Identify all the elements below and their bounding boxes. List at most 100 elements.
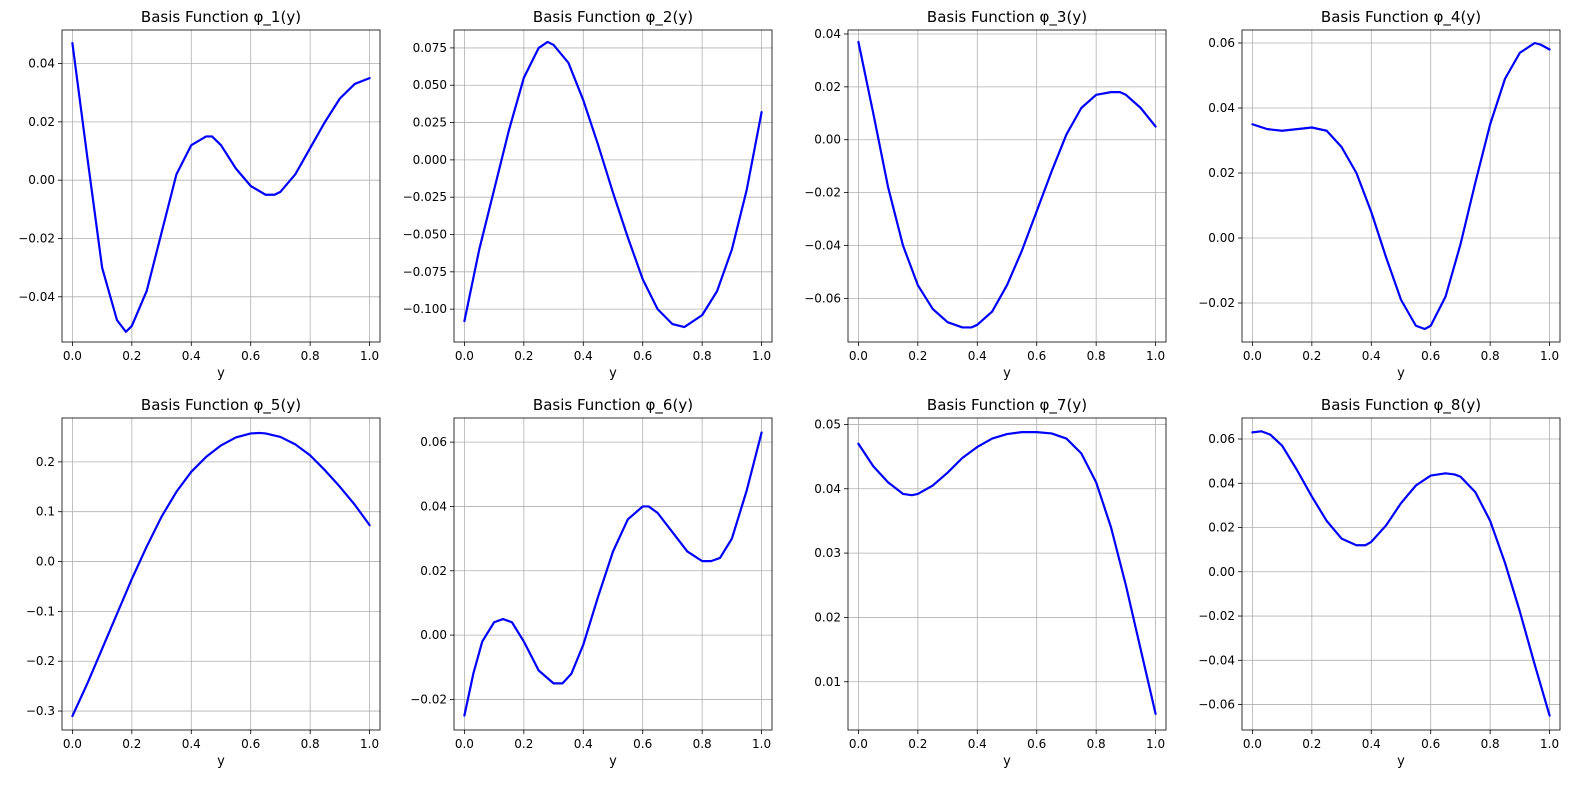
x-tick-label: 0.2 — [908, 349, 927, 363]
series-line — [463, 40, 763, 329]
series-line — [857, 431, 1157, 716]
x-tick-label: 1.0 — [360, 737, 379, 751]
chart-title: Basis Function φ_5(y) — [141, 396, 301, 415]
series-line — [857, 40, 1157, 329]
x-tick-label: 0.2 — [514, 737, 533, 751]
y-tick-label: 0.04 — [814, 482, 841, 496]
x-axis-label: y — [1397, 754, 1405, 769]
x-tick-label: 0.8 — [301, 737, 320, 751]
y-tick-label: 0.04 — [1208, 476, 1235, 490]
x-tick-label: 0.4 — [968, 349, 987, 363]
chart-title: Basis Function φ_6(y) — [533, 396, 693, 415]
plot-frame — [61, 29, 381, 343]
subplot-7: 0.0 0.2 0.4 0.6 0.8 1.0 0.01 0.02 0.03 0.04 0.05 Ba… — [814, 396, 1167, 769]
subplot-3: 0.0 0.2 0.4 0.6 0.8 1.0 −0.06 −0.04 −0.02 0.00 0.0… — [804, 8, 1167, 381]
plot-frame — [61, 417, 381, 731]
y-tick-label: 0.00 — [1208, 231, 1235, 245]
x-tick-label: 1.0 — [752, 349, 771, 363]
x-tick-label: 0.2 — [122, 737, 141, 751]
subplot-4: 0.0 0.2 0.4 0.6 0.8 1.0 −0.02 0.00 0.02 0.04 0.06 B… — [1198, 8, 1561, 381]
y-tick-label: 0.02 — [420, 564, 447, 578]
y-tick-label: 0.02 — [1208, 166, 1235, 180]
plot-frame — [847, 29, 1167, 343]
subplot-5: 0.0 0.2 0.4 0.6 0.8 1.0 −0.3 −0.2 −0.1 0.0 0.1 0.2 B… — [26, 396, 381, 769]
x-tick-label: 0.8 — [1481, 349, 1500, 363]
y-tick-label: 0.00 — [1208, 565, 1235, 579]
x-tick-label: 0.0 — [63, 737, 82, 751]
x-tick-label: 0.6 — [1421, 349, 1440, 363]
series-line — [1251, 41, 1551, 331]
x-tick-label: 0.0 — [1243, 349, 1262, 363]
y-tick-label: 0.01 — [814, 675, 841, 689]
x-tick-label: 0.4 — [182, 349, 201, 363]
y-tick-label: −0.02 — [410, 692, 447, 706]
x-tick-label: 0.6 — [1027, 349, 1046, 363]
x-axis-label: y — [609, 754, 617, 769]
subplot-2: 0.0 0.2 0.4 0.6 0.8 1.0 −0.100 −0.075 −0.050 −0.0… — [403, 8, 773, 381]
y-tick-label: 0.04 — [420, 499, 447, 513]
y-tick-label: −0.2 — [26, 654, 55, 668]
x-axis-label: y — [217, 754, 225, 769]
x-axis-label: y — [1003, 366, 1011, 381]
y-tick-label: −0.1 — [26, 604, 55, 618]
x-tick-label: 0.8 — [301, 349, 320, 363]
y-tick-label: 0.025 — [413, 116, 447, 130]
y-tick-label: −0.02 — [804, 186, 841, 200]
x-tick-label: 0.2 — [1302, 349, 1321, 363]
chart-title: Basis Function φ_8(y) — [1321, 396, 1481, 415]
x-tick-label: 1.0 — [1540, 737, 1559, 751]
x-tick-label: 0.0 — [849, 349, 868, 363]
y-tick-label: −0.02 — [1198, 296, 1235, 310]
x-tick-label: 1.0 — [360, 349, 379, 363]
x-tick-label: 0.4 — [574, 737, 593, 751]
x-tick-label: 1.0 — [752, 737, 771, 751]
subplot-6: 0.0 0.2 0.4 0.6 0.8 1.0 −0.02 0.00 0.02 0.04 0.06 B… — [410, 396, 773, 769]
plot-frame — [453, 29, 773, 343]
x-tick-label: 0.8 — [693, 737, 712, 751]
y-tick-label: −0.100 — [403, 302, 447, 316]
x-tick-label: 0.6 — [633, 737, 652, 751]
x-tick-label: 0.0 — [455, 737, 474, 751]
chart-title: Basis Function φ_2(y) — [533, 8, 693, 27]
x-tick-label: 0.2 — [514, 349, 533, 363]
x-tick-label: 0.2 — [1302, 737, 1321, 751]
x-tick-label: 0.6 — [241, 349, 260, 363]
x-tick-label: 0.4 — [182, 737, 201, 751]
y-tick-label: −0.06 — [1198, 698, 1235, 712]
subplot-8: 0.0 0.2 0.4 0.6 0.8 1.0 −0.06 −0.04 −0.02 0.00 0.0… — [1198, 396, 1561, 769]
y-tick-label: 0.1 — [36, 505, 55, 519]
x-tick-label: 0.0 — [455, 349, 474, 363]
y-tick-label: −0.04 — [1198, 653, 1235, 667]
x-tick-label: 0.2 — [908, 737, 927, 751]
subplot-1: 0.0 0.2 0.4 0.6 0.8 1.0 −0.04 −0.02 0.00 0.02 0.04… — [18, 8, 381, 381]
y-tick-label: −0.025 — [403, 190, 447, 204]
chart-title: Basis Function φ_4(y) — [1321, 8, 1481, 27]
y-tick-label: −0.050 — [403, 228, 447, 242]
x-tick-label: 0.8 — [1087, 737, 1106, 751]
y-tick-label: 0.00 — [420, 628, 447, 642]
y-tick-label: −0.02 — [18, 231, 55, 245]
y-tick-label: −0.04 — [804, 238, 841, 252]
y-tick-label: −0.02 — [1198, 609, 1235, 623]
series-line — [463, 431, 763, 717]
chart-title: Basis Function φ_3(y) — [927, 8, 1087, 27]
x-tick-label: 0.8 — [1087, 349, 1106, 363]
y-tick-label: 0.04 — [814, 27, 841, 41]
y-tick-label: 0.02 — [814, 80, 841, 94]
x-tick-label: 0.6 — [241, 737, 260, 751]
x-tick-label: 1.0 — [1146, 349, 1165, 363]
y-tick-label: 0.00 — [28, 173, 55, 187]
y-tick-label: 0.075 — [413, 41, 447, 55]
y-tick-label: 0.04 — [28, 57, 55, 71]
x-tick-label: 0.2 — [122, 349, 141, 363]
x-axis-label: y — [609, 366, 617, 381]
y-tick-label: −0.075 — [403, 265, 447, 279]
y-tick-label: 0.0 — [36, 555, 55, 569]
x-axis-label: y — [1397, 366, 1405, 381]
y-tick-label: 0.06 — [1208, 36, 1235, 50]
x-tick-label: 0.4 — [574, 349, 593, 363]
chart-title: Basis Function φ_1(y) — [141, 8, 301, 27]
plot-frame — [847, 417, 1167, 731]
y-tick-label: −0.3 — [26, 704, 55, 718]
